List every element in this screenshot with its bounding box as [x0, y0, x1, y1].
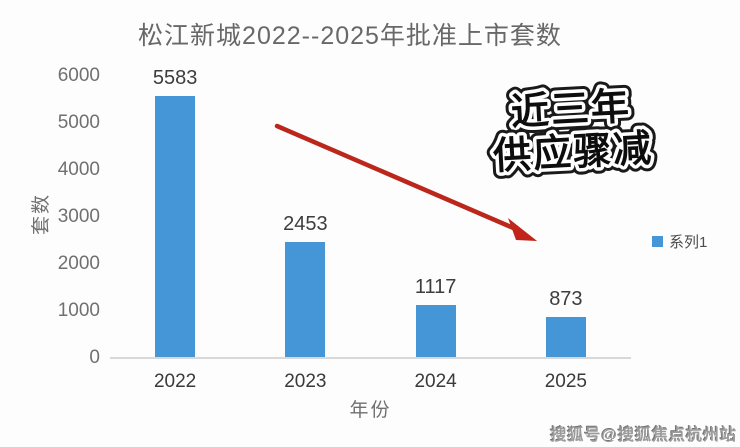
bar-2022 — [155, 95, 196, 358]
annotation-line-1: 近三年 — [510, 86, 632, 134]
annotation-line-2: 供应骤减 — [492, 128, 654, 178]
chart-title: 松江新城2022--2025年批准上市套数 — [138, 22, 562, 50]
annotation-line-2-outer-stroke: 供应骤减 — [492, 128, 654, 178]
annotation-callout: 近三年 近三年 近三年 供应骤减 供应骤减 供应骤减 — [486, 79, 661, 184]
x-tick-label-2022: 2022 — [153, 371, 197, 392]
watermark: 搜狐号@搜狐焦点杭州站 — [550, 427, 737, 444]
y-tick-label-2000: 2000 — [57, 252, 100, 274]
annotation-line-2-inner-stroke: 供应骤减 — [492, 128, 654, 178]
legend-label: 系列1 — [669, 234, 708, 251]
bar-value-label-2024: 1117 — [414, 276, 457, 299]
legend-swatch-icon — [652, 236, 663, 247]
legend: 系列1 — [652, 231, 707, 252]
y-tick-label-4000: 4000 — [57, 158, 100, 180]
y-tick-label-5000: 5000 — [57, 111, 100, 133]
x-axis-line — [110, 357, 631, 359]
bar-2024 — [415, 305, 456, 358]
x-axis-title: 年份 — [349, 400, 392, 421]
y-tick-label-0: 0 — [89, 346, 100, 368]
x-tick-label-2025: 2025 — [544, 371, 588, 392]
bar-2025 — [545, 316, 586, 358]
x-tick-label-2024: 2024 — [414, 371, 457, 392]
annotation-line-1-outer-stroke: 近三年 — [510, 86, 632, 134]
y-tick-label-3000: 3000 — [57, 205, 100, 227]
annotation-line-1-inner-stroke: 近三年 — [510, 86, 632, 134]
bar-value-label-2023: 2453 — [283, 213, 328, 236]
bar-value-label-2025: 873 — [549, 287, 583, 310]
bar-2023 — [285, 242, 326, 358]
bar-value-label-2022: 5583 — [152, 66, 198, 89]
y-tick-label-1000: 1000 — [57, 299, 100, 321]
x-tick-label-2023: 2023 — [284, 371, 327, 392]
y-tick-label-6000: 6000 — [57, 65, 100, 86]
